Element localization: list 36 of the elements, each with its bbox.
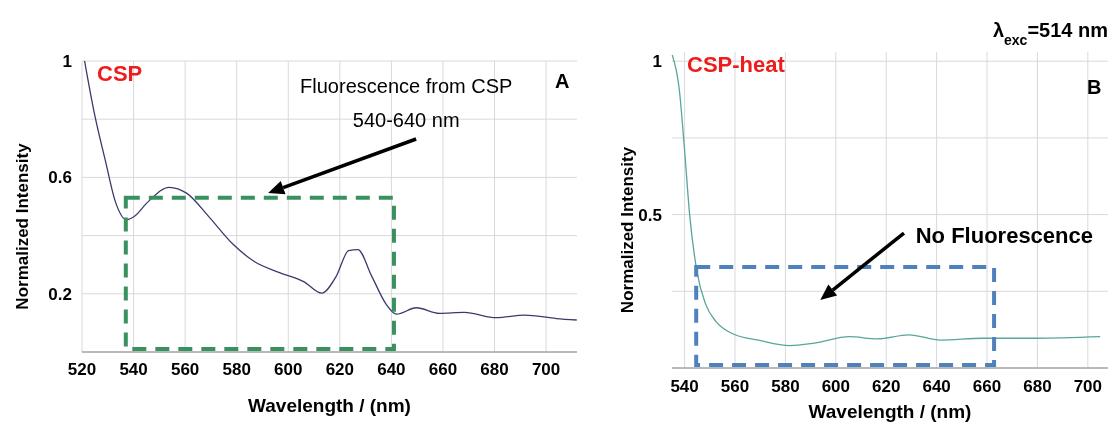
y-axis-title: Normalized Intensity	[617, 146, 637, 314]
chart-title: CSP	[97, 61, 143, 86]
x-tick-label: 520	[67, 360, 97, 379]
x-axis-title: Wavelength / (nm)	[248, 395, 411, 416]
x-tick-label: 640	[922, 377, 951, 396]
annotation: Fluorescence from CSP 540-640 nm	[300, 75, 513, 132]
x-tick-label: 700	[531, 360, 561, 379]
y-tick-label: 0.2	[48, 284, 72, 304]
x-tick-label: 540	[119, 360, 148, 379]
text: λ$_{exc}$=514 nm	[992, 18, 1108, 48]
x-tick-label: 620	[872, 377, 901, 396]
x-tick-label: 680	[1023, 377, 1052, 396]
x-tick-label: 540	[670, 377, 699, 396]
x-tick-label: 680	[480, 360, 509, 379]
x-axis-title: Wavelength / (nm)	[808, 401, 972, 422]
chart-title: CSP-heat	[687, 52, 786, 77]
x-tick-label: 600	[821, 377, 850, 396]
annotation: A	[555, 70, 570, 93]
x-tick-label: 660	[428, 360, 458, 379]
y-tick-label: 1	[652, 52, 662, 72]
x-tick-label: 640	[377, 360, 406, 379]
x-tick-label: 660	[972, 377, 1002, 396]
y-tick-label: 0.6	[48, 168, 72, 188]
x-tick-label: 600	[274, 360, 303, 379]
annotation: No Fluorescence	[915, 222, 1094, 248]
line-series	[671, 54, 1101, 347]
x-tick-label: 560	[720, 377, 750, 396]
x-tick-label: 580	[222, 360, 251, 379]
x-tick-label: 700	[1073, 377, 1103, 396]
y-tick-label: 1	[62, 51, 72, 71]
x-tick-label: 620	[325, 360, 354, 379]
annotation: B	[1087, 75, 1102, 98]
y-axis-title: Normalized Intensity	[12, 142, 32, 310]
x-tick-label: 560	[170, 360, 200, 379]
y-tick-label: 0.5	[638, 205, 662, 225]
x-tick-label: 580	[771, 377, 800, 396]
